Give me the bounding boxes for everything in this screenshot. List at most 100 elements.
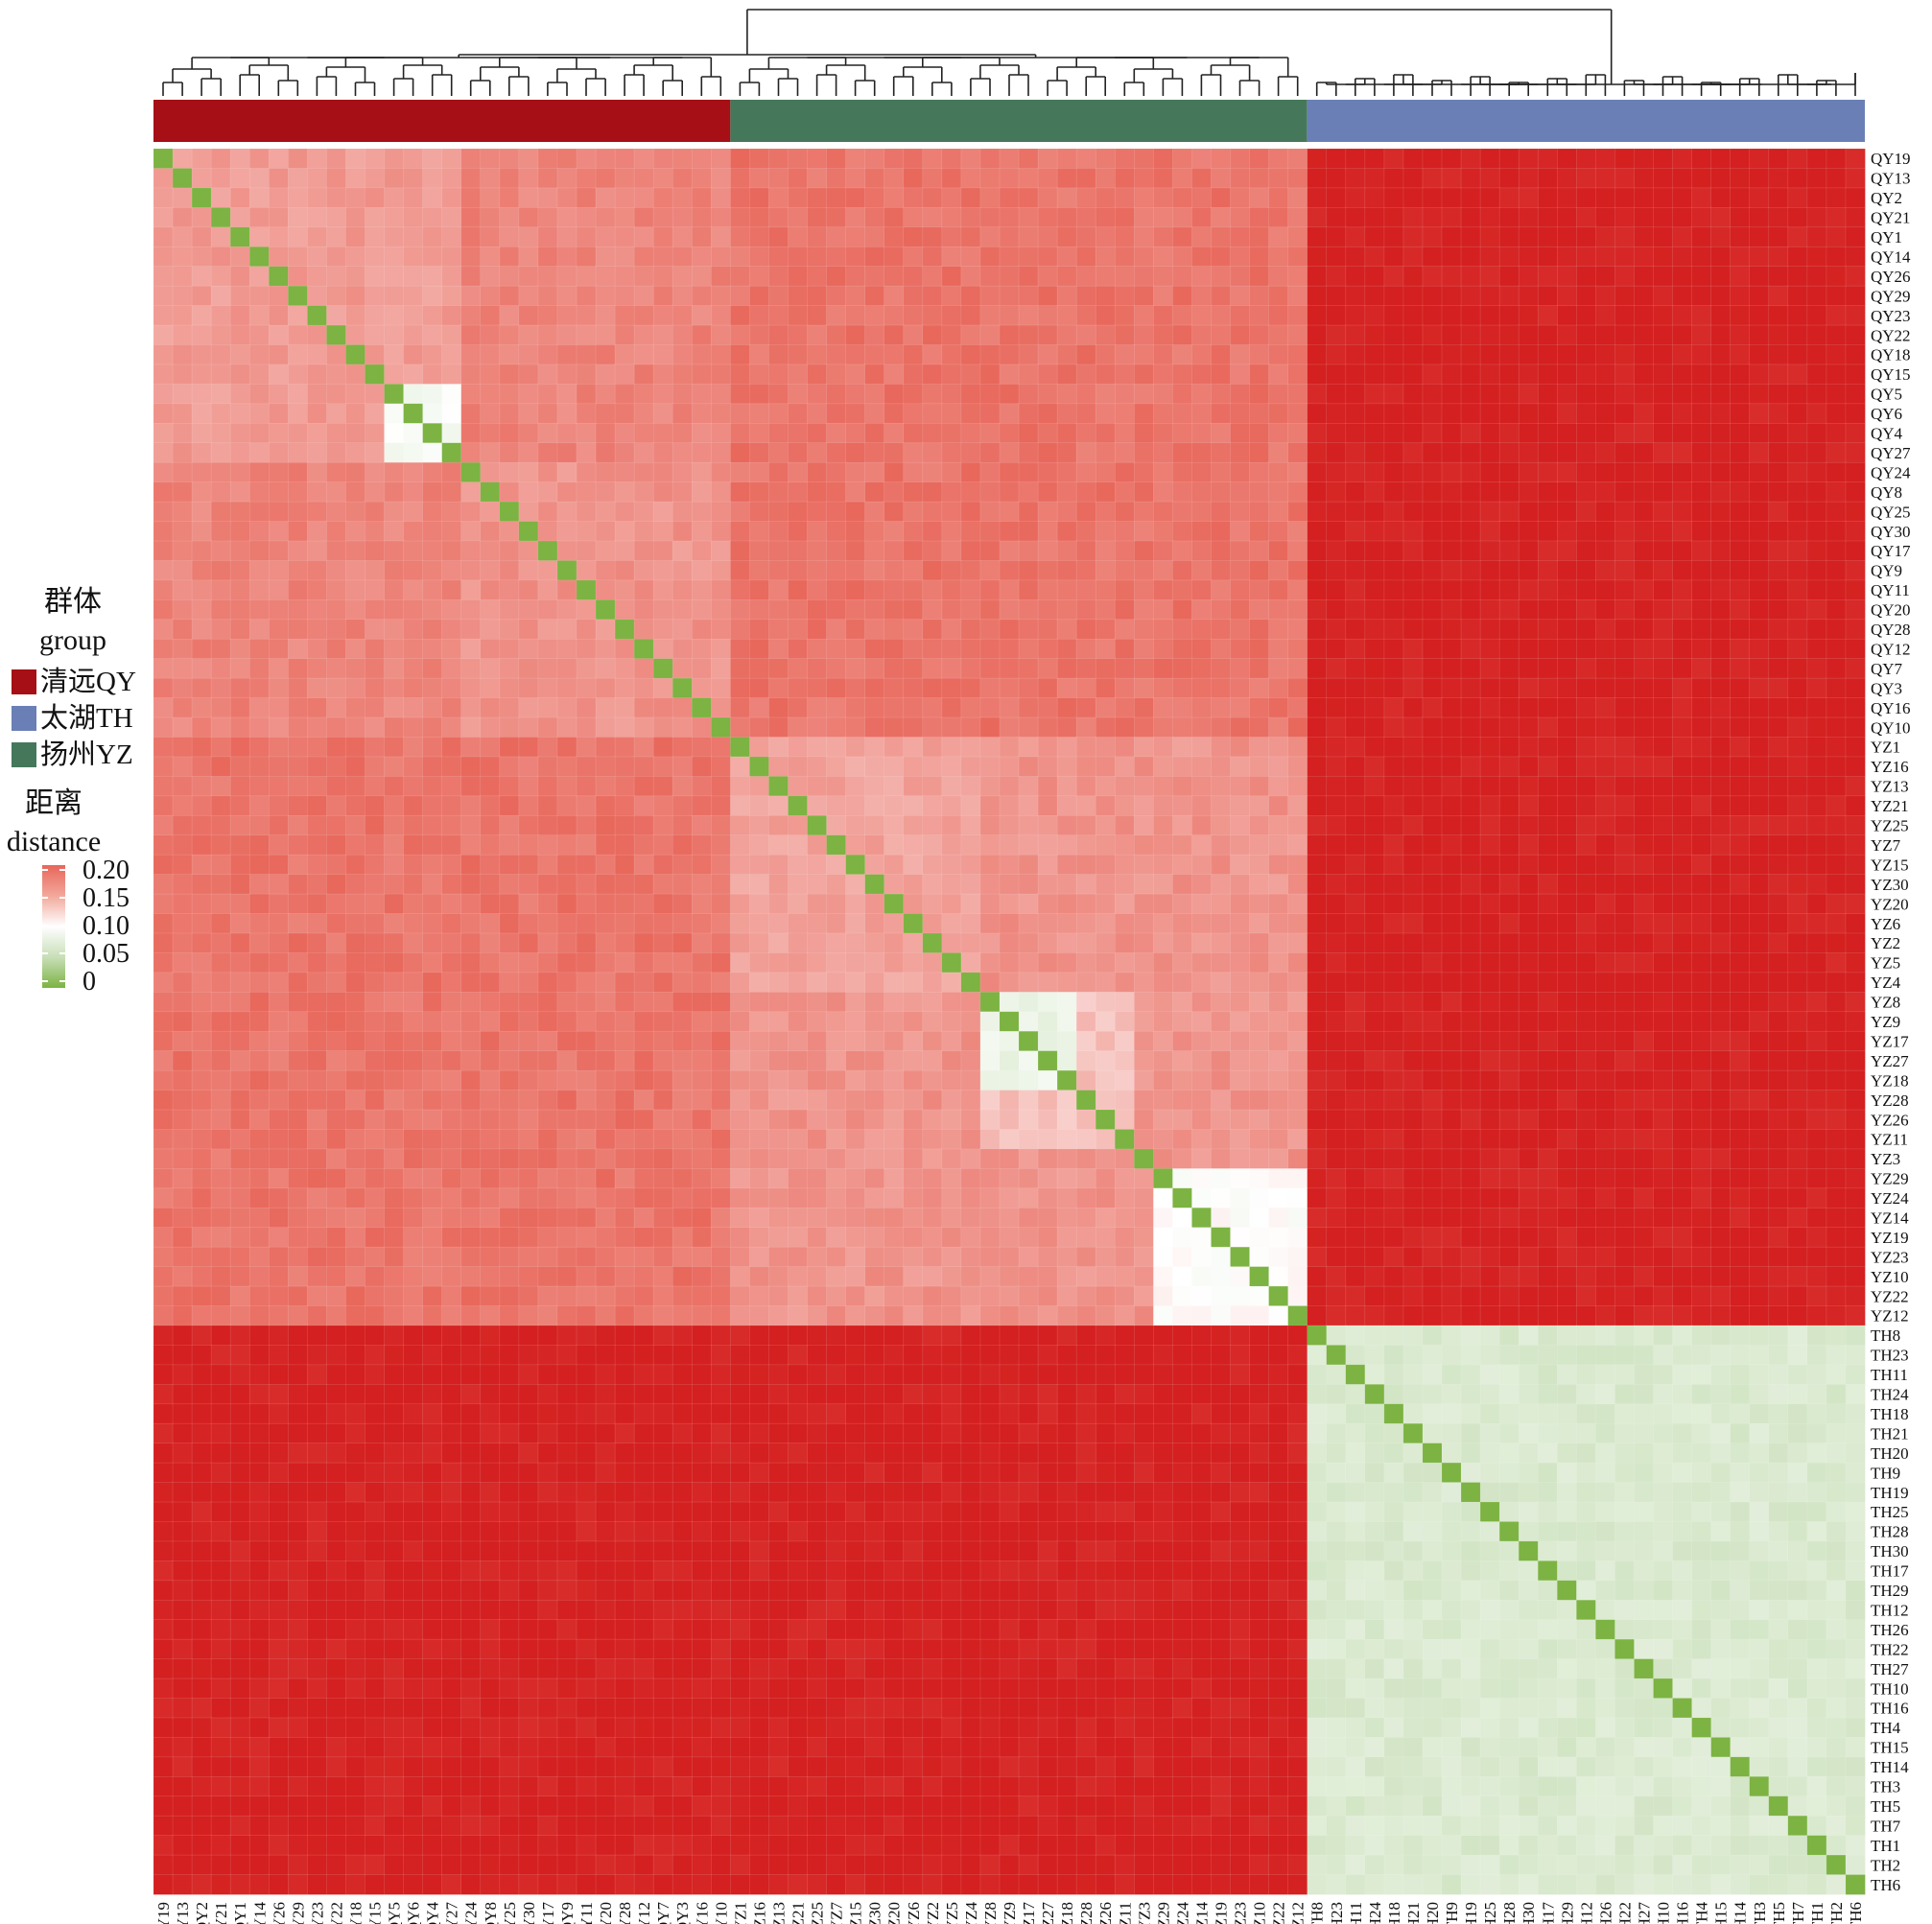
heatmap-cell (1441, 540, 1462, 562)
heatmap-cell (1498, 697, 1520, 718)
heatmap-cell (248, 168, 270, 189)
heatmap-cell (537, 560, 558, 581)
heatmap-cell (1153, 952, 1174, 974)
heatmap-cell (749, 364, 770, 386)
heatmap-cell (307, 521, 328, 542)
heatmap-cell (1826, 972, 1847, 994)
heatmap-cell (1634, 461, 1655, 483)
heatmap-cell (903, 560, 924, 581)
heatmap-cell (1749, 874, 1770, 895)
heatmap-cell (499, 737, 520, 758)
heatmap-cell (1537, 403, 1558, 424)
heatmap-cell (595, 677, 616, 699)
heatmap-cell (999, 305, 1020, 326)
heatmap-cell (1268, 246, 1289, 268)
heatmap-cell (1806, 952, 1827, 974)
heatmap-cell (1172, 187, 1193, 209)
heatmap-cell (1576, 893, 1597, 915)
heatmap-cell (1537, 776, 1558, 797)
heatmap-cell (1672, 521, 1693, 542)
heatmap-cell (710, 579, 732, 601)
heatmap-cell (1095, 1030, 1116, 1052)
heatmap-cell (518, 540, 539, 562)
heatmap-cell (1730, 913, 1751, 934)
heatmap-cell (499, 1129, 520, 1150)
heatmap-cell (460, 756, 482, 778)
heatmap-cell (1056, 207, 1077, 228)
heatmap-cell (1422, 854, 1443, 876)
heatmap-cell (788, 207, 809, 228)
heatmap-cell (172, 795, 193, 816)
heatmap-cell (1518, 403, 1539, 424)
heatmap-cell (1268, 677, 1289, 699)
heatmap-cell (671, 148, 693, 170)
heatmap-cell (1287, 324, 1308, 346)
heatmap-cell (1114, 148, 1135, 170)
heatmap-cell (1056, 461, 1077, 483)
heatmap-cell (671, 814, 693, 836)
heatmap-cell (999, 952, 1020, 974)
heatmap-cell (614, 932, 635, 954)
heatmap-cell (1634, 1109, 1655, 1131)
heatmap-cell (248, 481, 270, 503)
heatmap-cell (1153, 1069, 1174, 1091)
heatmap-cell (1730, 854, 1751, 876)
heatmap-cell (730, 560, 751, 581)
heatmap-cell (422, 1050, 443, 1071)
heatmap-cell (518, 266, 539, 287)
heatmap-cell (1691, 246, 1712, 268)
heatmap-cell (1634, 776, 1655, 797)
heatmap-cell (864, 168, 885, 189)
heatmap-cell (595, 187, 616, 209)
heatmap-cell (1730, 521, 1751, 542)
heatmap-cell (1153, 226, 1174, 247)
heatmap-cell (1691, 1050, 1712, 1071)
heatmap-cell (1383, 1148, 1404, 1170)
heatmap-cell (1056, 952, 1077, 974)
heatmap-cell (845, 579, 866, 601)
heatmap-cell (1153, 207, 1174, 228)
heatmap-cell (1345, 1050, 1366, 1071)
heatmap-cell (614, 913, 635, 934)
heatmap-cell (1133, 716, 1155, 739)
heatmap-cell (1114, 677, 1135, 699)
heatmap-cell (288, 461, 309, 483)
heatmap-cell (1018, 521, 1039, 542)
heatmap-cell (1441, 677, 1462, 699)
heatmap-cell (1768, 305, 1789, 326)
heatmap-cell (652, 285, 673, 307)
heatmap-cell (1845, 1148, 1866, 1170)
heatmap-cell (1730, 187, 1751, 209)
heatmap-cell (1326, 913, 1347, 934)
heatmap-cell (1460, 874, 1481, 895)
heatmap-cell (1672, 1069, 1693, 1091)
heatmap-cell (1806, 207, 1827, 228)
heatmap-cell (1460, 1050, 1481, 1071)
heatmap-cell (1249, 540, 1270, 562)
heatmap-cell (1095, 599, 1116, 621)
heatmap-cell (1172, 854, 1193, 876)
heatmap-cell (191, 677, 212, 699)
heatmap-cell (1479, 461, 1500, 483)
heatmap-cell (326, 992, 347, 1013)
heatmap-cell (1268, 403, 1289, 424)
heatmap-cell (633, 285, 654, 307)
heatmap-cell (1422, 1148, 1443, 1170)
heatmap-cell (1787, 148, 1808, 170)
heatmap-cell (191, 246, 212, 268)
heatmap-cell (1556, 854, 1578, 876)
heatmap-cell (1845, 1109, 1866, 1131)
heatmap-cell (576, 148, 597, 170)
heatmap-cell (1672, 1148, 1693, 1170)
heatmap-cell (730, 226, 751, 247)
heatmap-cell (671, 638, 693, 660)
heatmap-cell (229, 972, 250, 994)
heatmap-cell (864, 834, 885, 856)
heatmap-cell (288, 952, 309, 974)
heatmap-cell (1153, 795, 1174, 816)
heatmap-cell (1133, 461, 1155, 483)
heatmap-cell (652, 697, 673, 718)
heatmap-cell (1730, 1090, 1751, 1111)
heatmap-cell (210, 403, 231, 424)
heatmap-cell (1614, 501, 1636, 523)
